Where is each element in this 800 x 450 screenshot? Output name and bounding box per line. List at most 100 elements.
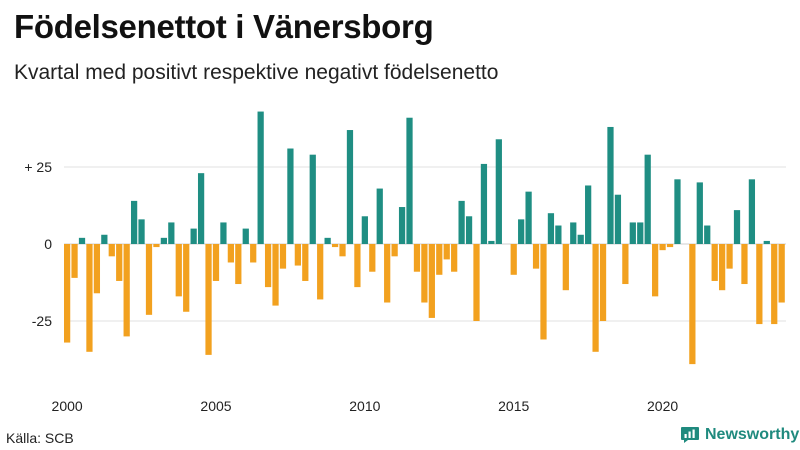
bar <box>220 222 227 244</box>
bar <box>324 237 331 244</box>
bar <box>190 228 197 244</box>
bar <box>443 244 450 260</box>
bar <box>607 126 614 244</box>
brand[interactable]: Newsworthy <box>680 426 799 444</box>
x-tick-label: 2005 <box>200 398 231 414</box>
bar <box>78 237 86 244</box>
bar <box>250 244 257 263</box>
y-axis-labels: + 25 0 -25 <box>24 159 52 329</box>
bar <box>614 194 622 244</box>
bar <box>711 244 718 281</box>
bar <box>272 244 279 306</box>
bar <box>227 244 234 263</box>
bar <box>346 130 354 244</box>
bar <box>205 244 212 355</box>
x-tick-label: 2010 <box>349 398 380 414</box>
bar <box>421 244 428 303</box>
bar <box>391 244 398 257</box>
bar <box>585 185 592 244</box>
bar <box>309 154 316 244</box>
bar <box>354 244 361 288</box>
bar <box>719 244 726 291</box>
bar <box>495 139 502 244</box>
bar <box>71 244 78 278</box>
y-tick-label: + 25 <box>24 159 52 175</box>
brand-name: Newsworthy <box>705 426 800 443</box>
bar <box>488 240 495 244</box>
y-tick-label: 0 <box>44 236 52 252</box>
bar <box>183 244 190 312</box>
x-tick-label: 2015 <box>498 398 529 414</box>
newsworthy-logo-icon <box>681 427 699 443</box>
bar <box>212 244 220 281</box>
bar <box>771 244 778 325</box>
bar <box>317 244 324 300</box>
bar <box>406 117 413 244</box>
bar <box>197 173 205 244</box>
bar <box>637 222 644 244</box>
bar <box>287 148 294 244</box>
bar <box>153 244 160 248</box>
bar <box>361 216 368 244</box>
bar <box>778 244 785 303</box>
bar <box>398 207 406 244</box>
bar <box>696 182 703 244</box>
bar <box>86 244 93 352</box>
bar <box>93 244 101 294</box>
y-tick-label: -25 <box>32 313 52 329</box>
bar <box>428 244 435 318</box>
x-axis-labels: 2000 2005 2010 2015 2020 <box>52 398 679 414</box>
bar <box>116 244 123 281</box>
bar <box>756 244 763 325</box>
source-note: Källa: SCB <box>6 430 74 446</box>
bar <box>652 244 659 297</box>
bar <box>130 200 138 244</box>
bar <box>294 244 301 266</box>
bar <box>689 244 696 365</box>
bar <box>331 244 339 248</box>
bar <box>540 244 547 340</box>
bar <box>748 179 756 244</box>
bar <box>123 244 130 337</box>
bar <box>64 244 71 343</box>
bar <box>436 244 443 275</box>
bar <box>666 244 674 248</box>
bar <box>547 213 555 244</box>
bar <box>622 244 629 285</box>
chart-title: Födelsenettot i Vänersborg <box>14 8 434 45</box>
bar <box>369 244 376 272</box>
bar <box>733 210 741 244</box>
bars <box>64 111 785 365</box>
bar <box>532 244 540 269</box>
bar <box>242 228 249 244</box>
bar <box>763 240 770 244</box>
bar <box>302 244 309 281</box>
bar <box>555 225 562 244</box>
bar <box>465 216 473 244</box>
bar <box>458 200 465 244</box>
bar <box>473 244 480 321</box>
bar <box>384 244 391 303</box>
bar <box>510 244 517 275</box>
bar <box>108 244 115 257</box>
bar <box>518 219 525 244</box>
bar <box>279 244 287 269</box>
bar <box>644 154 651 244</box>
bar <box>451 244 458 272</box>
bar <box>726 244 733 269</box>
bar <box>138 219 145 244</box>
bar <box>235 244 242 285</box>
bar <box>659 244 666 251</box>
chart-subtitle: Kvartal med positivt respektive negativt… <box>14 61 499 84</box>
bar <box>599 244 607 321</box>
bar <box>168 222 175 244</box>
x-tick-label: 2000 <box>52 398 83 414</box>
bar <box>101 234 108 244</box>
bar <box>160 237 167 244</box>
bar-chart: + 25 0 -25 2000 2005 2010 2015 2020 <box>24 111 786 414</box>
bar <box>525 191 532 244</box>
bar <box>413 244 421 272</box>
bar <box>145 244 153 315</box>
bar <box>562 244 569 291</box>
bar <box>674 179 681 244</box>
